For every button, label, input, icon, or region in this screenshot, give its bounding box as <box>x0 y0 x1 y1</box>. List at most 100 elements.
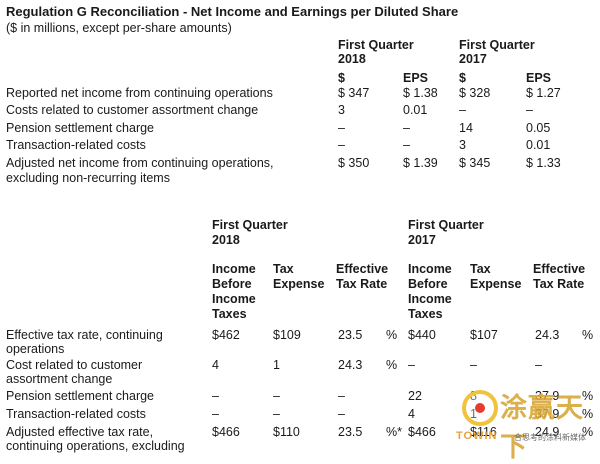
t2-col-tax: Expense <box>273 277 325 291</box>
t2-row-label: Cost related to customer <box>6 358 143 372</box>
t2-cell: % <box>582 389 594 403</box>
t2-col-rate: Effective <box>336 262 389 276</box>
t2-cell: – <box>273 407 280 421</box>
t2-cell: 23.5 <box>338 425 363 439</box>
t1-row-label: Reported net income from continuing oper… <box>6 86 273 100</box>
t2-col-income: Income <box>408 292 452 306</box>
t1-cell: – <box>338 138 345 152</box>
t2-col-income: Income <box>212 262 256 276</box>
t2-cell: 24.3 <box>535 328 560 342</box>
t2-cell: % <box>582 407 594 421</box>
t2-row-label-line2: continuing operations, excluding <box>6 439 185 453</box>
t2-col-rate: Effective <box>533 262 586 276</box>
t2-cell: % <box>582 328 594 342</box>
t2-col-income: Before <box>408 277 448 291</box>
t1-period-2017-line2: 2017 <box>459 52 487 66</box>
t1-cell: – <box>338 121 345 135</box>
t1-cell: 14 <box>459 121 473 135</box>
t1-col-dollar-2017: $ <box>459 71 466 85</box>
t2-row-label: Transaction-related costs <box>6 407 146 421</box>
t1-row-label: Pension settlement charge <box>6 121 155 135</box>
t1-cell: $ 345 <box>459 156 491 170</box>
t1-period-2017-line1: First Quarter <box>459 38 535 52</box>
t2-col-income: Taxes <box>212 307 247 321</box>
t1-row-label: Costs related to customer assortment cha… <box>6 103 259 117</box>
t2-cell: 1 <box>273 358 280 372</box>
t2-cell: $462 <box>212 328 240 342</box>
document-subtitle: ($ in millions, except per-share amounts… <box>6 21 232 35</box>
t2-row-label: Adjusted effective tax rate, <box>6 425 154 439</box>
t2-cell: 37.9 <box>535 407 560 421</box>
t2-cell: $116 <box>470 425 497 439</box>
t1-cell: – <box>403 138 410 152</box>
t2-cell: $466 <box>408 425 436 439</box>
t2-cell: % <box>386 358 398 372</box>
t2-cell: – <box>338 407 345 421</box>
t2-col-tax: Tax <box>470 262 491 276</box>
t2-cell: – <box>212 389 219 403</box>
t2-cell: – <box>338 389 345 403</box>
t1-cell: 3 <box>338 103 345 117</box>
t1-cell: $ 1.27 <box>526 86 561 100</box>
t2-cell: $109 <box>273 328 301 342</box>
t1-col-dollar-2018: $ <box>338 71 345 85</box>
t1-cell: – <box>403 121 410 135</box>
t2-cell: 24.9 <box>535 425 560 439</box>
t2-col-income: Taxes <box>408 307 443 321</box>
t2-cell: % <box>582 425 594 439</box>
t2-period-2018-line1: First Quarter <box>212 218 288 232</box>
t2-col-tax: Expense <box>470 277 522 291</box>
t1-cell: $ 1.38 <box>403 86 438 100</box>
t1-col-eps-2017: EPS <box>526 71 552 85</box>
t2-cell: – <box>408 358 415 372</box>
t2-cell: 4 <box>408 407 415 421</box>
t1-cell: – <box>526 103 533 117</box>
t2-cell: 37.9 <box>535 389 560 403</box>
t2-col-income: Income <box>212 292 256 306</box>
t2-cell: – <box>535 358 542 372</box>
t1-cell: 3 <box>459 138 466 152</box>
t2-period-2017-line2: 2017 <box>408 233 436 247</box>
t2-row-label: Effective tax rate, continuing <box>6 328 163 342</box>
t2-row-label-line2: assortment change <box>6 372 113 386</box>
t2-cell: 24.3 <box>338 358 363 372</box>
t1-row-label-line2: excluding non-recurring items <box>6 171 170 185</box>
watermark-en-text: TOWIN <box>456 430 498 442</box>
t2-col-rate: Tax Rate <box>533 277 585 291</box>
t1-cell: 0.05 <box>526 121 551 135</box>
t2-cell: 22 <box>408 389 422 403</box>
t2-cell: 23.5 <box>338 328 363 342</box>
t1-cell: $ 347 <box>338 86 370 100</box>
t2-cell: $466 <box>212 425 240 439</box>
t2-cell: % <box>386 328 398 342</box>
t2-col-tax: Tax <box>273 262 294 276</box>
t1-cell: 0.01 <box>526 138 551 152</box>
watermark-logo: 涂赢天下 TOWIN 合思考的涂料新媒体 <box>452 384 600 463</box>
t2-period-2017-line1: First Quarter <box>408 218 484 232</box>
t2-col-rate: Tax Rate <box>336 277 388 291</box>
watermark-sub-text: 合思考的涂料新媒体 <box>514 433 586 442</box>
t1-cell: $ 1.33 <box>526 156 561 170</box>
t1-row-label: Transaction-related costs <box>6 138 146 152</box>
logo-circle-icon <box>462 390 498 426</box>
t1-cell: $ 350 <box>338 156 370 170</box>
t1-row-label: Adjusted net income from continuing oper… <box>6 156 274 170</box>
t2-cell: %* <box>386 425 402 439</box>
t2-row-label: Pension settlement charge <box>6 389 155 403</box>
document-title: Regulation G Reconciliation - Net Income… <box>6 4 459 19</box>
watermark-cn-text: 涂赢天下 <box>500 393 584 463</box>
t2-cell: 4 <box>212 358 219 372</box>
t1-cell: 0.01 <box>403 103 428 117</box>
t2-period-2018-line2: 2018 <box>212 233 240 247</box>
t1-cell: $ 1.39 <box>403 156 438 170</box>
t2-col-income: Before <box>212 277 252 291</box>
t1-period-2018-line1: First Quarter <box>338 38 414 52</box>
t1-cell: $ 328 <box>459 86 491 100</box>
t2-cell: – <box>212 407 219 421</box>
t2-cell: $107 <box>470 328 498 342</box>
t1-period-2018-line2: 2018 <box>338 52 366 66</box>
t2-cell: – <box>273 389 280 403</box>
t2-row-label-line2: operations <box>6 342 65 356</box>
t2-cell: $110 <box>273 425 300 439</box>
t1-col-eps-2018: EPS <box>403 71 429 85</box>
